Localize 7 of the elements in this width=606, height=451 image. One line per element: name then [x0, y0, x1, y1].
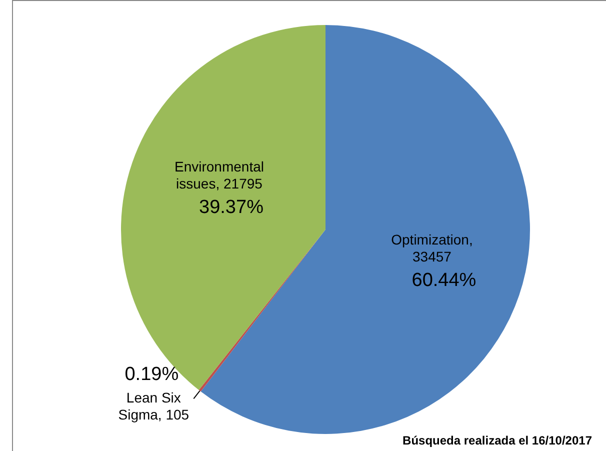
data-label: 60.44% — [412, 270, 476, 291]
slice-label: Environmental issues, 21795 — [174, 158, 264, 192]
data-label: 39.37% — [199, 196, 264, 218]
slice-label: Lean Six Sigma, 105 — [118, 390, 190, 423]
data-label: 0.19% — [124, 364, 179, 385]
slice-label: Optimization, 33457 — [391, 232, 473, 265]
text: Búsqueda realizada el 16/10/2017 — [402, 433, 592, 448]
